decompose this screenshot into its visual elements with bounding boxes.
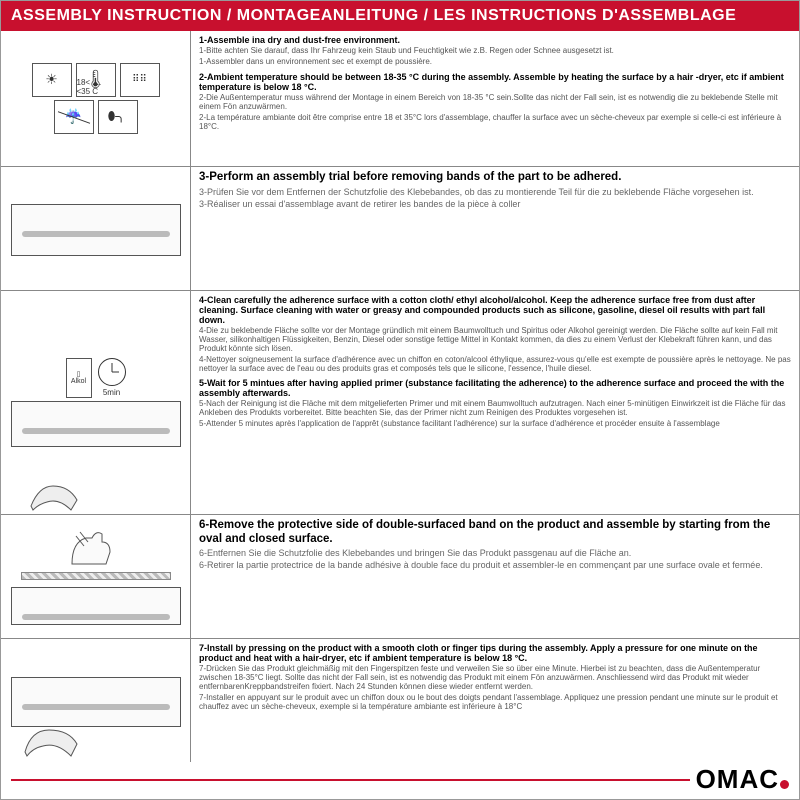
illustration-env-temp: ☀ 🌡18< ....<35 C ⠿⠿ ☔ ⬮╮: [1, 31, 191, 166]
temp-range-label: 18< ....<35 C: [77, 78, 111, 96]
step1-de: 1-Bitte achten Sie darauf, dass Ihr Fahr…: [199, 47, 791, 56]
hand-peel-icon: [66, 528, 126, 568]
hand-press-icon: [23, 722, 79, 758]
step-text: 4-Clean carefully the adherence surface …: [191, 291, 799, 514]
footer-divider: [11, 779, 690, 781]
steps-container: ☀ 🌡18< ....<35 C ⠿⠿ ☔ ⬮╮ 1-Assemble ina …: [1, 31, 799, 762]
alcohol-label: Alkol: [71, 378, 86, 385]
car-side-icon: [11, 677, 181, 727]
car-side-icon: [11, 587, 181, 625]
step-row: ▯Alkol 5min 4-Clean carefully the adhere…: [1, 290, 799, 514]
illustration-clean-wait: ▯Alkol 5min: [1, 291, 191, 514]
brand-text: OMAC: [696, 764, 779, 795]
assembly-instruction-sheet: ASSEMBLY INSTRUCTION / MONTAGEANLEITUNG …: [0, 0, 800, 800]
sun-icon: ☀: [32, 63, 72, 97]
title-bar: ASSEMBLY INSTRUCTION / MONTAGEANLEITUNG …: [1, 1, 799, 31]
step7-fr: 7-Installer en appuyant sur le produit a…: [199, 694, 791, 712]
car-side-icon: [11, 401, 181, 447]
step6-de: 6-Entfernen Sie die Schutzfolie des Kleb…: [199, 548, 791, 558]
tape-strip-icon: [21, 572, 171, 580]
car-side-icon: [11, 204, 181, 256]
wait-label: 5min: [103, 388, 120, 397]
brand-dot-icon: [780, 780, 789, 789]
step5-fr: 5-Attender 5 minutes après l'application…: [199, 420, 791, 429]
clock-icon: [98, 358, 126, 386]
hand-wipe-icon: [29, 476, 79, 512]
step-row: 7-Install by pressing on the product wit…: [1, 638, 799, 762]
step5-en: 5-Wait for 5 mintues after having applie…: [199, 378, 791, 398]
step-row: 6-Remove the protective side of double-s…: [1, 514, 799, 638]
thermometer-icon: 🌡18< ....<35 C: [76, 63, 116, 97]
step3-fr: 3-Réaliser un essai d'assemblage avant d…: [199, 199, 791, 209]
step7-en: 7-Install by pressing on the product wit…: [199, 643, 791, 663]
step6-fr: 6-Retirer la partie protectrice de la ba…: [199, 560, 791, 570]
illustration-trial: [1, 167, 191, 290]
step6-en: 6-Remove the protective side of double-s…: [199, 519, 791, 547]
illustration-press: [1, 639, 191, 762]
step5-de: 5-Nach der Reinigung ist die Fläche mit …: [199, 400, 791, 418]
page-title: ASSEMBLY INSTRUCTION / MONTAGEANLEITUNG …: [11, 7, 736, 24]
brand-logo: OMAC: [696, 764, 789, 795]
step4-en: 4-Clean carefully the adherence surface …: [199, 295, 791, 325]
step2-de: 2-Die Außentemperatur muss während der M…: [199, 94, 791, 112]
step4-de: 4-Die zu beklebende Fläche sollte vor de…: [199, 327, 791, 354]
dust-icon: ⠿⠿: [120, 63, 160, 97]
step2-fr: 2-La température ambiante doit être comp…: [199, 114, 791, 132]
step-text: 1-Assemble ina dry and dust-free environ…: [191, 31, 799, 166]
alcohol-bottle-icon: ▯Alkol: [66, 358, 92, 398]
illustration-remove-band: [1, 515, 191, 638]
step-text: 6-Remove the protective side of double-s…: [191, 515, 799, 638]
hairdryer-icon: ⬮╮: [98, 100, 138, 134]
step1-fr: 1-Assembler dans un environnement sec et…: [199, 58, 791, 67]
step-text: 3-Perform an assembly trial before remov…: [191, 167, 799, 290]
step3-en: 3-Perform an assembly trial before remov…: [199, 171, 791, 185]
step7-de: 7-Drücken Sie das Produkt gleichmäßig mi…: [199, 665, 791, 692]
step4-fr: 4-Nettoyer soigneusement la surface d'ad…: [199, 356, 791, 374]
step-row: 3-Perform an assembly trial before remov…: [1, 166, 799, 290]
step2-en: 2-Ambient temperature should be between …: [199, 72, 791, 92]
step3-de: 3-Prüfen Sie vor dem Entfernen der Schut…: [199, 187, 791, 197]
footer: OMAC: [1, 762, 799, 799]
step1-en: 1-Assemble ina dry and dust-free environ…: [199, 35, 791, 45]
step-row: ☀ 🌡18< ....<35 C ⠿⠿ ☔ ⬮╮ 1-Assemble ina …: [1, 31, 799, 166]
no-rain-icon: ☔: [54, 100, 94, 134]
step-text: 7-Install by pressing on the product wit…: [191, 639, 799, 762]
